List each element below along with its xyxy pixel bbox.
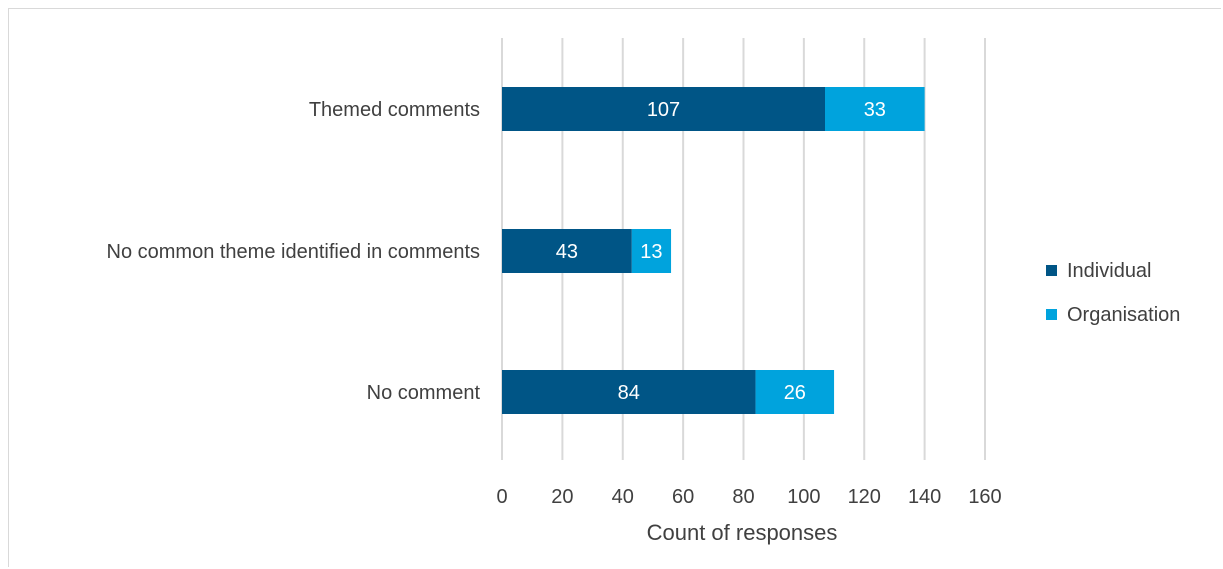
x-tick-label: 0 — [496, 486, 507, 508]
x-tick-labels: 0 20 40 60 80 100 120 140 160 — [496, 486, 1001, 508]
bar-value-label: 13 — [640, 241, 662, 263]
bar-value-label: 26 — [784, 382, 806, 404]
category-labels: Themed comments No common theme identifie… — [107, 99, 481, 404]
category-label: No common theme identified in comments — [107, 241, 481, 263]
x-tick-label: 120 — [848, 486, 881, 508]
x-tick-label: 80 — [732, 486, 754, 508]
bar-organisation — [825, 87, 925, 131]
bar-individual — [502, 370, 756, 414]
bar-value-label: 107 — [647, 99, 680, 121]
bar-value-label: 33 — [864, 99, 886, 121]
bars: 107 33 43 13 84 26 — [502, 87, 925, 414]
bar-organisation — [631, 229, 672, 273]
bar-individual — [502, 87, 826, 131]
x-tick-label: 160 — [968, 486, 1001, 508]
x-tick-label: 60 — [672, 486, 694, 508]
legend-label-organisation: Organisation — [1067, 304, 1180, 326]
bar-individual — [502, 229, 632, 273]
category-label: No comment — [367, 382, 481, 404]
x-tick-label: 20 — [551, 486, 573, 508]
x-tick-label: 100 — [787, 486, 820, 508]
bar-value-label: 43 — [556, 241, 578, 263]
chart-frame — [8, 8, 1221, 567]
x-tick-label: 140 — [908, 486, 941, 508]
category-label: Themed comments — [309, 99, 480, 121]
legend: Individual Organisation — [1046, 260, 1180, 326]
legend-swatch-individual — [1046, 265, 1057, 276]
bar-value-label: 84 — [618, 382, 640, 404]
bar-organisation — [755, 370, 835, 414]
legend-swatch-organisation — [1046, 309, 1057, 320]
x-axis-title: Count of responses — [647, 520, 838, 545]
legend-label-individual: Individual — [1067, 260, 1152, 282]
x-tick-label: 40 — [612, 486, 634, 508]
